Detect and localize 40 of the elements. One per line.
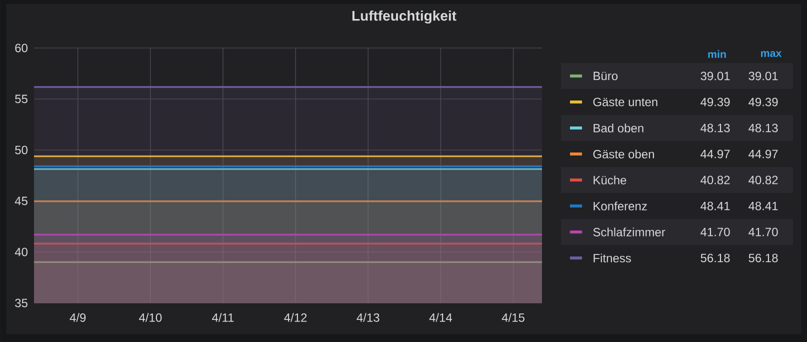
text: 41.70 [748, 228, 778, 236]
text: 48.13 [700, 124, 730, 132]
legend-label: Bad oben [594, 124, 644, 132]
chart-title: Luftfeuchtigkeit [352, 10, 456, 24]
text: min [708, 50, 726, 58]
legend-label: Schlafzimmer [593, 228, 666, 236]
y-tick-label: 55 [15, 94, 28, 104]
legend-label: Fitness [594, 254, 631, 262]
text: 49.39 [748, 98, 778, 106]
text: 39.01 [748, 72, 778, 80]
x-tick-label: 4/14 [429, 313, 452, 322]
text: max [761, 51, 782, 57]
legend-label: Küche [594, 176, 626, 184]
text: 44.97 [748, 150, 778, 158]
x-tick-label: 4/13 [356, 313, 380, 322]
legend-label: Gäste unten [593, 98, 658, 106]
y-tick-label: 35 [15, 298, 28, 308]
y-tick-label: 45 [14, 196, 28, 206]
legend-label: Konferenz [594, 202, 647, 210]
text: 41.70 [700, 228, 730, 236]
y-tick-label: 60 [15, 44, 28, 52]
text: 48.41 [700, 202, 730, 210]
text: 56.18 [700, 254, 730, 262]
text: 39.01 [700, 72, 730, 80]
text: 49.39 [700, 98, 730, 106]
x-tick-label: 4/12 [284, 313, 307, 322]
x-tick-label: 4/9 [70, 313, 86, 322]
x-tick-label: 4/11 [212, 313, 234, 322]
text: 48.13 [748, 124, 778, 132]
y-tick-label: 50 [15, 146, 28, 154]
legend-label: Büro [594, 72, 618, 80]
x-tick-label: 4/10 [139, 313, 162, 322]
y-tick-label: 40 [14, 248, 28, 256]
legend-label: Gäste oben [593, 150, 654, 158]
text: 44.97 [700, 150, 730, 158]
x-tick-label: 4/15 [502, 313, 524, 322]
text: 56.18 [748, 254, 778, 262]
text: 40.82 [700, 176, 730, 184]
text: 40.82 [748, 176, 778, 184]
text: 48.41 [748, 202, 778, 210]
